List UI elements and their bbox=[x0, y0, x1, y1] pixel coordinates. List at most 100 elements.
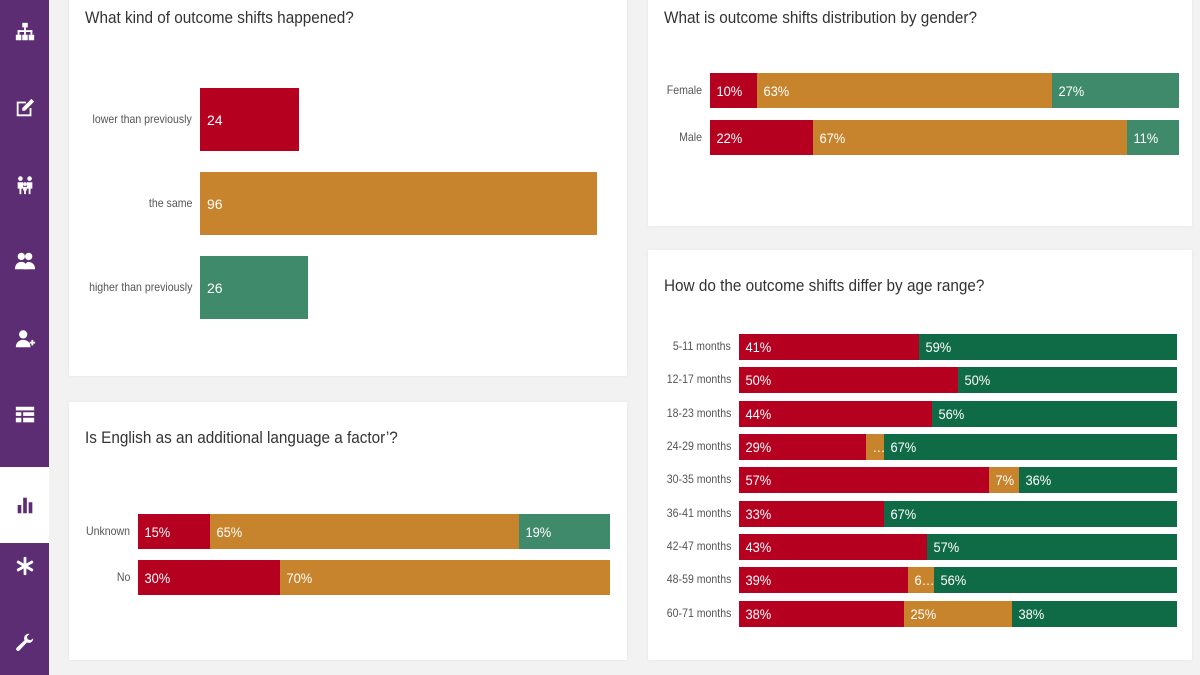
bar-segment[interactable]: 27% bbox=[1052, 73, 1179, 108]
sidebar-item-edit[interactable] bbox=[0, 88, 49, 128]
table-icon bbox=[15, 406, 34, 423]
sidebar-item-sitemap[interactable] bbox=[0, 12, 49, 52]
bar-segment[interactable]: 57% bbox=[927, 534, 1177, 560]
stacked-bar[interactable]: 50% 50% bbox=[739, 367, 1177, 393]
data-label: 43% bbox=[745, 539, 772, 555]
data-label: 50% bbox=[745, 372, 772, 388]
bar-segment[interactable]: 44% bbox=[739, 401, 932, 427]
stacked-bar[interactable]: 30% 70% bbox=[138, 560, 610, 595]
bar-segment[interactable]: 36% bbox=[1019, 467, 1177, 493]
data-label: 67% bbox=[889, 439, 916, 455]
bar-segment[interactable]: 30% bbox=[138, 560, 280, 595]
sidebar-item-wrench[interactable] bbox=[0, 623, 49, 663]
bar-segment[interactable]: 63% bbox=[756, 73, 1053, 108]
outcome-shifts-panel: What kind of outcome shifts happened? lo… bbox=[69, 0, 627, 376]
bar-segment[interactable]: 10% bbox=[710, 73, 757, 108]
bar-segment[interactable]: 7% bbox=[988, 467, 1020, 493]
bar-segment[interactable]: … bbox=[866, 434, 884, 460]
data-label: 67% bbox=[819, 129, 846, 146]
category-label: 36-41 months bbox=[666, 506, 731, 520]
data-label: 50% bbox=[964, 372, 991, 388]
data-label: 26 bbox=[207, 279, 223, 296]
category-label: Female bbox=[666, 82, 702, 97]
asterisk-icon bbox=[16, 556, 33, 576]
data-label: 65% bbox=[215, 523, 242, 540]
category-label: Male bbox=[679, 129, 702, 144]
sidebar bbox=[0, 0, 49, 675]
bar[interactable]: 96 bbox=[200, 172, 597, 235]
bar-segment[interactable]: 41% bbox=[739, 334, 919, 360]
data-label: 57% bbox=[745, 472, 772, 488]
stacked-bar[interactable]: 33% 67% bbox=[739, 501, 1177, 527]
stacked-bar[interactable]: 39% 6… 56% bbox=[739, 567, 1177, 593]
bar-segment[interactable]: 29% bbox=[739, 434, 867, 460]
sitemap-icon bbox=[15, 22, 34, 41]
category-label: 12-17 months bbox=[666, 372, 731, 386]
data-label: 39% bbox=[745, 572, 772, 588]
stacked-bar[interactable]: 15% 65% 19% bbox=[138, 514, 610, 549]
bar-segment[interactable]: 38% bbox=[1012, 601, 1177, 627]
sidebar-item-users[interactable] bbox=[0, 241, 49, 281]
data-label: 30% bbox=[144, 569, 171, 586]
stacked-bar[interactable]: 22% 67% 11% bbox=[710, 120, 1179, 155]
bar-segment[interactable]: 56% bbox=[931, 401, 1177, 427]
bar-segment[interactable]: 22% bbox=[710, 120, 814, 155]
bar-segment[interactable]: 33% bbox=[739, 501, 884, 527]
data-label: 29% bbox=[745, 439, 772, 455]
category-label: 18-23 months bbox=[666, 406, 731, 420]
category-label: 42-47 months bbox=[666, 539, 731, 553]
bar-segment[interactable]: 50% bbox=[739, 367, 958, 393]
bar-segment[interactable]: 67% bbox=[813, 120, 1128, 155]
bar-segment[interactable]: 43% bbox=[739, 534, 928, 560]
stacked-bar[interactable]: 10% 63% 27% bbox=[710, 73, 1179, 108]
data-label: 63% bbox=[763, 82, 790, 99]
bar-segment[interactable]: 70% bbox=[279, 560, 610, 595]
stacked-bar[interactable]: 57% 7% 36% bbox=[739, 467, 1177, 493]
data-label: 11% bbox=[1133, 129, 1159, 146]
age-range-panel: How do the outcome shifts differ by age … bbox=[648, 250, 1192, 660]
stacked-bar[interactable]: 43% 57% bbox=[739, 534, 1177, 560]
bar-segment[interactable]: 59% bbox=[918, 334, 1177, 360]
bar-segment[interactable]: 67% bbox=[883, 501, 1177, 527]
category-label: 48-59 months bbox=[666, 572, 731, 586]
sidebar-item-asterisk[interactable] bbox=[0, 546, 49, 586]
data-label: 67% bbox=[889, 506, 916, 522]
sidebar-item-family[interactable] bbox=[0, 165, 49, 205]
bar-segment[interactable]: 25% bbox=[903, 601, 1013, 627]
eal-factor-title: Is English as an additional language a f… bbox=[85, 428, 398, 447]
stacked-bar[interactable]: 29% … 67% bbox=[739, 434, 1177, 460]
bar-segment[interactable]: 57% bbox=[739, 467, 989, 493]
data-label: 22% bbox=[716, 129, 743, 146]
stacked-bar[interactable]: 38% 25% 38% bbox=[739, 601, 1177, 627]
stacked-bar[interactable]: 41% 59% bbox=[739, 334, 1177, 360]
bar-segment[interactable]: 50% bbox=[958, 367, 1177, 393]
bar-segment[interactable]: 6… bbox=[908, 567, 935, 593]
sidebar-item-bar-chart[interactable] bbox=[0, 467, 49, 543]
bar-segment[interactable]: 15% bbox=[138, 514, 210, 549]
data-label: 59% bbox=[925, 339, 951, 355]
data-label: 27% bbox=[1058, 82, 1085, 99]
data-label: 10% bbox=[716, 82, 743, 99]
stacked-bar[interactable]: 44% 56% bbox=[739, 401, 1177, 427]
bar[interactable]: 24 bbox=[200, 88, 300, 151]
data-label: … bbox=[866, 439, 883, 455]
data-label: 41% bbox=[745, 339, 772, 355]
bar-segment[interactable]: 65% bbox=[209, 514, 520, 549]
add-user-icon bbox=[15, 330, 35, 348]
data-label: 57% bbox=[933, 539, 960, 555]
age-range-title: How do the outcome shifts differ by age … bbox=[664, 276, 985, 295]
bar-segment[interactable]: 38% bbox=[739, 601, 904, 627]
bar-segment[interactable]: 19% bbox=[519, 514, 610, 549]
bar-segment[interactable]: 11% bbox=[1127, 120, 1179, 155]
bar-segment[interactable]: 39% bbox=[739, 567, 909, 593]
bar-segment[interactable]: 67% bbox=[883, 434, 1177, 460]
data-label: 44% bbox=[745, 406, 772, 422]
bar-segment[interactable]: 56% bbox=[934, 567, 1177, 593]
category-label: 5-11 months bbox=[673, 339, 731, 353]
outcome-shifts-title: What kind of outcome shifts happened? bbox=[85, 8, 354, 27]
sidebar-item-table[interactable] bbox=[0, 395, 49, 435]
bar[interactable]: 26 bbox=[200, 256, 308, 319]
data-label: 70% bbox=[286, 569, 312, 586]
users-icon bbox=[14, 252, 35, 270]
sidebar-item-add-user[interactable] bbox=[0, 319, 49, 359]
